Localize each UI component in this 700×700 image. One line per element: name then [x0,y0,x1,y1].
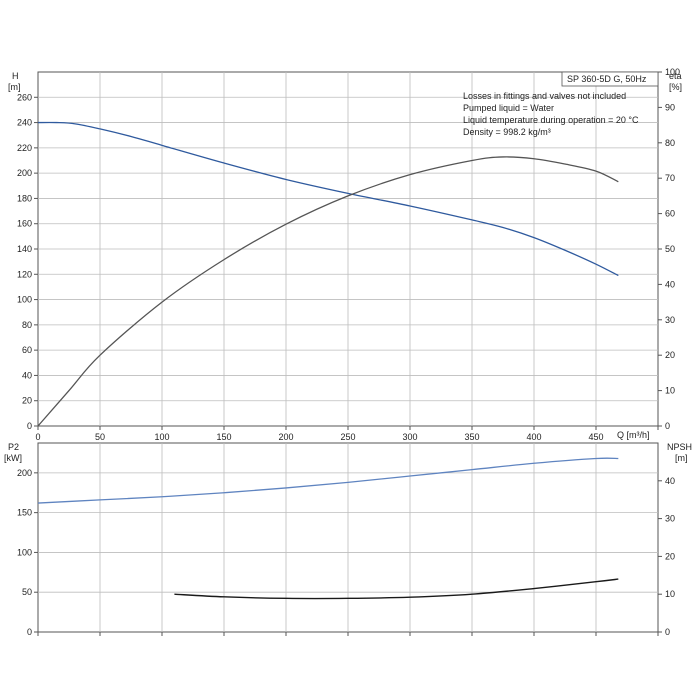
bottom-right-tick-label-20: 20 [665,551,675,561]
top-right-tick-label-90: 90 [665,102,675,112]
top-right-tick-label-60: 60 [665,209,675,219]
top-ticks: 0 50 100 150 200 250 300 350 400 4500204060801001… [17,67,680,442]
top-left-tick-label-220: 220 [17,143,32,153]
top-left-tick-label-40: 40 [22,370,32,380]
top-left-tick-label-60: 60 [22,345,32,355]
right-axis-unit-npsh: [m] [675,453,688,463]
top-right-tick-label-0: 0 [665,421,670,431]
left-axis-unit-p2: [kW] [4,453,22,463]
top-series-group [37,121,619,427]
top-right-tick-label-70: 70 [665,173,675,183]
bottom-right-tick-label-40: 40 [665,476,675,486]
bottom-left-tick-label-100: 100 [17,547,32,557]
top-left-tick-label-100: 100 [17,295,32,305]
bottom-grid [38,443,658,632]
chart-title-box [561,71,659,87]
left-axis-unit-h: [m] [8,82,21,92]
x-tick-label-300: 300 [402,432,417,442]
x-tick-label-150: 150 [216,432,231,442]
top-right-tick-label-30: 30 [665,315,675,325]
right-axis-unit-eta: [%] [669,82,682,92]
info-note-2: Pumped liquid = Water [463,103,554,113]
right-axis-name-npsh: NPSH [667,442,692,452]
bottom-left-tick-label-0: 0 [27,627,32,637]
bottom-ticks: 0 50 100 150 200 0 10 20 30 40 [17,468,675,637]
top-grid [38,72,658,426]
x-tick-label-200: 200 [278,432,293,442]
top-right-tick-label-50: 50 [665,244,675,254]
bottom-series-line-0 [37,457,619,504]
x-axis-label: Q [m³/h] [617,430,650,440]
top-left-tick-label-120: 120 [17,269,32,279]
bottom-series-group [37,457,619,600]
top-series-line-1 [37,156,619,427]
bottom-left-tick-label-50: 50 [22,587,32,597]
top-right-tick-label-80: 80 [665,138,675,148]
bottom-right-tick-label-10: 10 [665,589,675,599]
bottom-right-tick-label-0: 0 [665,627,670,637]
x-tick-label-250: 250 [340,432,355,442]
info-note-3: Liquid temperature during operation = 20… [463,115,639,125]
top-left-tick-label-180: 180 [17,193,32,203]
top-left-tick-label-260: 260 [17,92,32,102]
right-axis-name-eta: eta [669,71,682,81]
top-left-tick-label-0: 0 [27,421,32,431]
top-right-tick-label-40: 40 [665,279,675,289]
x-tick-label-50: 50 [95,432,105,442]
top-right-tick-label-100: 100 [665,67,680,77]
chart-title: SP 360-5D G, 50Hz [567,74,647,84]
top-right-tick-label-10: 10 [665,386,675,396]
top-left-tick-label-140: 140 [17,244,32,254]
top-left-tick-label-200: 200 [17,168,32,178]
top-left-tick-label-240: 240 [17,118,32,128]
top-right-tick-label-20: 20 [665,350,675,360]
bottom-series-line-1 [174,578,619,600]
info-note-4: Density = 998.2 kg/m³ [463,127,551,137]
left-axis-name-p2: P2 [8,442,19,452]
top-left-tick-label-20: 20 [22,396,32,406]
top-left-tick-label-160: 160 [17,219,32,229]
info-note-1: Losses in fittings and valves not includ… [463,91,626,101]
bottom-left-tick-label-150: 150 [17,508,32,518]
x-tick-label-350: 350 [464,432,479,442]
x-tick-label-450: 450 [588,432,603,442]
top-series-line-0 [37,121,619,277]
head-efficiency-panel: 0 50 100 150 200 250 300 350 400 4500204060801001… [8,67,682,442]
bottom-right-tick-label-30: 30 [665,514,675,524]
power-npsh-panel: 0 50 100 150 200 0 10 20 30 40 P2 [kW] NPSH [m] [4,442,692,637]
top-left-tick-label-80: 80 [22,320,32,330]
x-tick-label-400: 400 [526,432,541,442]
left-axis-name-h: H [12,71,19,81]
x-tick-label-0: 0 [35,432,40,442]
x-tick-label-100: 100 [154,432,169,442]
bottom-left-tick-label-200: 200 [17,468,32,478]
